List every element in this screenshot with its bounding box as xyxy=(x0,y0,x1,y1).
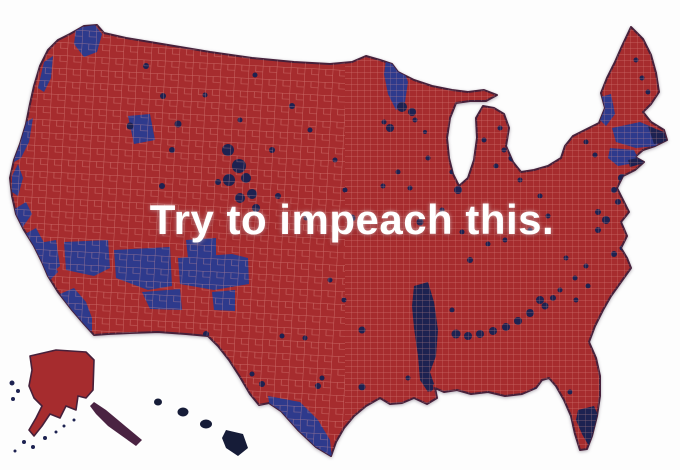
alaska-inset xyxy=(9,349,142,453)
hawaii-inset xyxy=(154,398,248,456)
